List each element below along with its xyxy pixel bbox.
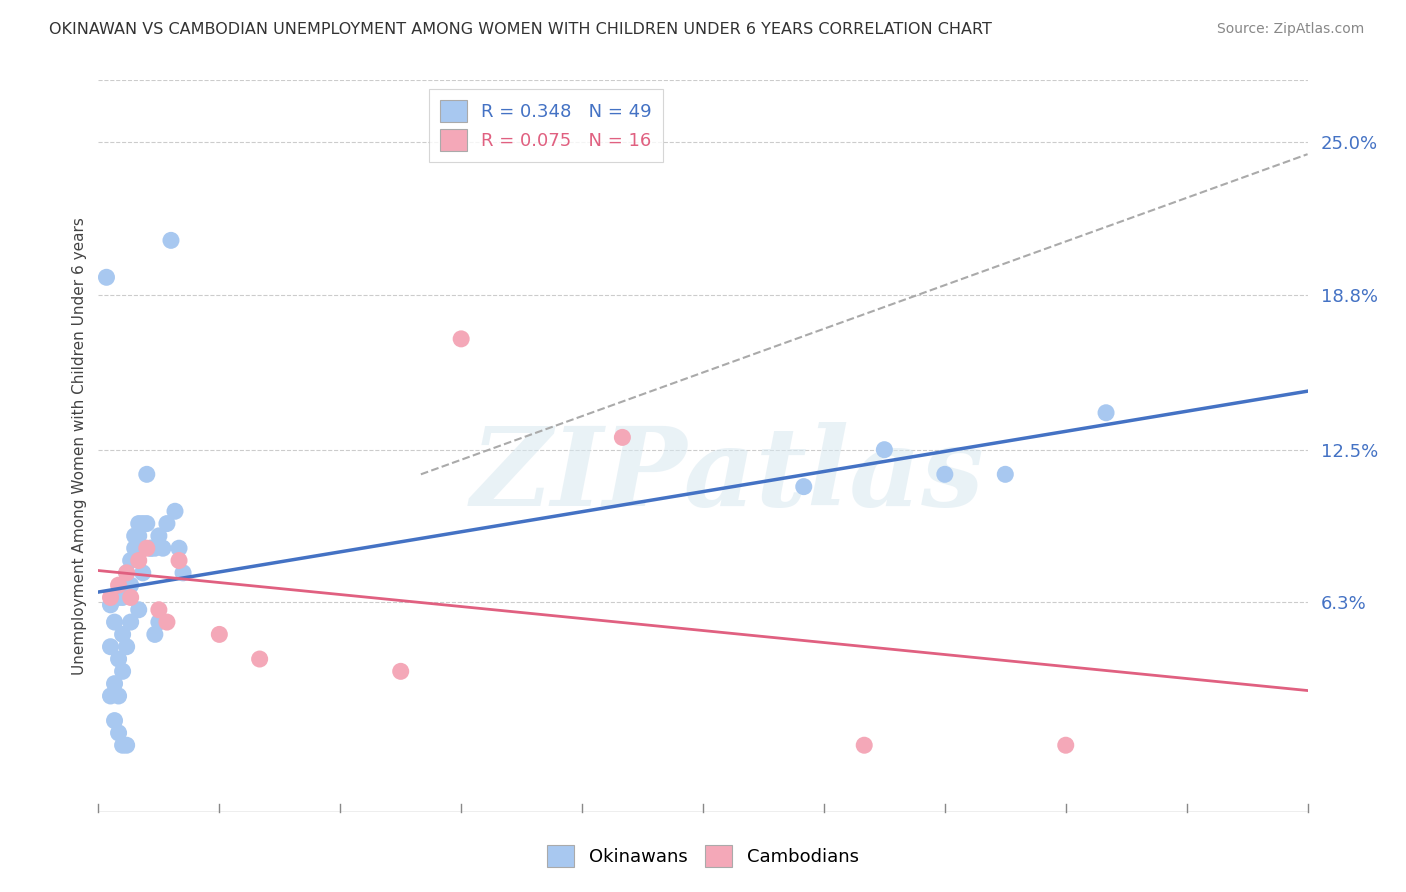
Point — [107, 726, 129, 740]
Point — [994, 467, 1017, 482]
Point — [172, 566, 194, 580]
Point — [156, 615, 179, 629]
Point — [103, 714, 125, 728]
Point — [96, 270, 118, 285]
Point — [128, 553, 150, 567]
Point — [612, 430, 634, 444]
Point — [389, 665, 412, 679]
Point — [156, 516, 179, 531]
Point — [167, 541, 190, 556]
Point — [128, 529, 150, 543]
Point — [148, 615, 170, 629]
Point — [107, 578, 129, 592]
Point — [100, 689, 122, 703]
Point — [111, 627, 134, 641]
Point — [111, 665, 134, 679]
Point — [124, 529, 146, 543]
Point — [148, 603, 170, 617]
Point — [139, 541, 162, 556]
Point — [120, 615, 142, 629]
Point — [100, 640, 122, 654]
Point — [139, 541, 162, 556]
Point — [128, 516, 150, 531]
Point — [115, 578, 138, 592]
Point — [120, 553, 142, 567]
Y-axis label: Unemployment Among Women with Children Under 6 years: Unemployment Among Women with Children U… — [72, 217, 87, 675]
Point — [128, 603, 150, 617]
Point — [934, 467, 956, 482]
Point — [152, 541, 174, 556]
Point — [450, 332, 472, 346]
Point — [143, 627, 166, 641]
Legend: Okinawans, Cambodians: Okinawans, Cambodians — [540, 838, 866, 874]
Legend: R = 0.348   N = 49, R = 0.075   N = 16: R = 0.348 N = 49, R = 0.075 N = 16 — [429, 89, 662, 162]
Point — [208, 627, 231, 641]
Text: OKINAWAN VS CAMBODIAN UNEMPLOYMENT AMONG WOMEN WITH CHILDREN UNDER 6 YEARS CORRE: OKINAWAN VS CAMBODIAN UNEMPLOYMENT AMONG… — [49, 22, 993, 37]
Point — [135, 541, 157, 556]
Point — [111, 591, 134, 605]
Point — [120, 591, 142, 605]
Point — [115, 566, 138, 580]
Point — [103, 676, 125, 690]
Point — [115, 738, 138, 752]
Point — [135, 467, 157, 482]
Point — [163, 504, 186, 518]
Point — [873, 442, 896, 457]
Point — [107, 689, 129, 703]
Point — [100, 598, 122, 612]
Point — [160, 233, 183, 247]
Point — [249, 652, 271, 666]
Point — [793, 480, 815, 494]
Point — [111, 738, 134, 752]
Point — [853, 738, 876, 752]
Point — [132, 566, 155, 580]
Point — [107, 652, 129, 666]
Point — [132, 516, 155, 531]
Text: Source: ZipAtlas.com: Source: ZipAtlas.com — [1216, 22, 1364, 37]
Point — [148, 529, 170, 543]
Point — [100, 591, 122, 605]
Point — [135, 516, 157, 531]
Point — [103, 615, 125, 629]
Point — [1095, 406, 1118, 420]
Point — [1054, 738, 1077, 752]
Point — [124, 541, 146, 556]
Point — [120, 578, 142, 592]
Text: ZIPatlas: ZIPatlas — [470, 422, 984, 529]
Point — [103, 591, 125, 605]
Point — [107, 591, 129, 605]
Point — [115, 566, 138, 580]
Point — [115, 640, 138, 654]
Point — [143, 541, 166, 556]
Point — [167, 553, 190, 567]
